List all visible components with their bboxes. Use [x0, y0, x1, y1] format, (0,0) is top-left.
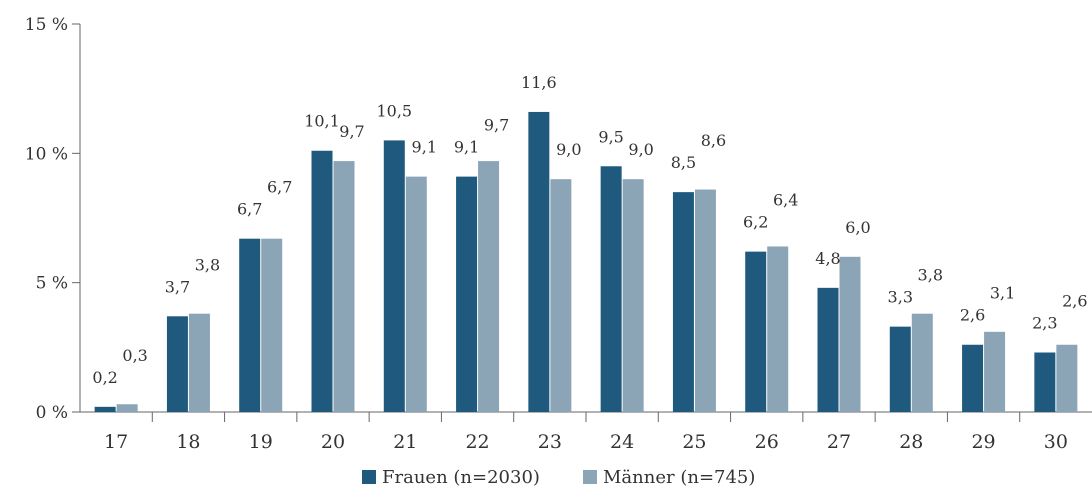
legend-item-maenner: Männer (n=745): [583, 467, 755, 488]
legend-label: Frauen (n=2030): [382, 467, 540, 488]
data-label-frauen: 3,7: [165, 277, 190, 296]
data-label-frauen: 8,5: [671, 153, 696, 172]
bar-maenner: [839, 256, 861, 412]
y-tick-label: 5 %: [36, 274, 68, 294]
x-tick-label: 27: [827, 431, 851, 453]
bar-maenner: [1056, 344, 1078, 412]
x-tick-label: 30: [1044, 431, 1068, 453]
bar-maenner: [333, 161, 355, 412]
bar-maenner: [188, 313, 210, 412]
y-tick-label: 0 %: [36, 403, 68, 423]
data-label-maenner: 2,6: [1062, 292, 1087, 311]
bars: [94, 111, 1078, 413]
bar-frauen: [528, 111, 550, 413]
x-tick-label: 28: [899, 431, 923, 453]
x-tick-label: 21: [393, 431, 417, 453]
legend: Frauen (n=2030) Männer (n=745): [362, 467, 755, 488]
data-label-maenner: 3,8: [918, 266, 943, 285]
bar-maenner: [911, 313, 933, 412]
x-axis: 17 18 19 20 21 22 23 24 25 26 27 28 29 30: [80, 411, 1092, 453]
legend-label: Männer (n=745): [603, 467, 755, 488]
bar-maenner: [622, 179, 644, 412]
bar-maenner: [767, 246, 789, 412]
data-label-frauen: 2,6: [960, 306, 985, 325]
bar-frauen: [889, 326, 911, 412]
data-label-frauen: 9,5: [598, 127, 623, 146]
data-label-maenner: 9,0: [628, 140, 653, 159]
data-label-maenner: 9,1: [412, 138, 437, 157]
legend-swatch: [583, 470, 597, 484]
bar-frauen: [456, 176, 478, 412]
y-axis: 0 % 5 % 10 % 15 %: [25, 15, 81, 423]
data-label-frauen: 4,8: [815, 249, 840, 268]
data-label-frauen: 10,5: [376, 101, 412, 120]
data-labels: 0,20,33,73,86,76,710,19,710,59,1 9,19,711…: [92, 73, 1087, 387]
data-label-maenner: 9,0: [556, 140, 581, 159]
bar-frauen: [166, 316, 188, 412]
x-tick-label: 29: [971, 431, 995, 453]
data-label-frauen: 2,3: [1032, 314, 1057, 333]
bar-maenner: [478, 161, 500, 412]
bar-frauen: [600, 166, 622, 412]
bar-frauen: [672, 192, 694, 412]
x-tick-label: 18: [176, 431, 200, 453]
data-label-maenner: 6,0: [845, 218, 870, 237]
data-label-maenner: 8,6: [701, 131, 726, 150]
bar-frauen: [239, 238, 261, 412]
bar-maenner: [116, 404, 138, 412]
bar-maenner: [405, 176, 427, 412]
data-label-frauen: 10,1: [304, 112, 340, 131]
data-label-maenner: 6,7: [267, 178, 292, 197]
legend-swatch: [362, 470, 376, 484]
x-tick-label: 26: [755, 431, 779, 453]
data-label-frauen: 6,2: [743, 213, 768, 232]
data-label-frauen: 6,7: [237, 200, 262, 219]
data-label-maenner: 9,7: [484, 116, 509, 135]
bar-maenner: [261, 238, 283, 412]
data-label-frauen: 9,1: [454, 138, 479, 157]
x-tick-label: 25: [682, 431, 706, 453]
bar-frauen: [94, 406, 116, 412]
bar-frauen: [1034, 352, 1056, 412]
x-tick-label: 22: [465, 431, 489, 453]
bar-frauen: [745, 251, 767, 412]
bar-maenner: [694, 189, 716, 412]
data-label-maenner: 3,8: [195, 255, 220, 274]
x-tick-label: 23: [538, 431, 562, 453]
bar-maenner: [984, 331, 1006, 412]
data-label-maenner: 6,4: [773, 191, 798, 210]
bar-frauen: [817, 287, 839, 412]
bar-maenner: [550, 179, 572, 412]
x-tick-label: 24: [610, 431, 634, 453]
bar-frauen: [311, 150, 333, 412]
bar-frauen: [962, 344, 984, 412]
bar-frauen: [383, 140, 405, 412]
y-tick-label: 10 %: [25, 144, 68, 164]
data-label-frauen: 0,2: [92, 368, 117, 387]
data-label-maenner: 3,1: [990, 284, 1015, 303]
data-label-maenner: 0,3: [122, 346, 147, 365]
y-tick-label: 15 %: [25, 15, 68, 35]
x-tick-label: 19: [249, 431, 273, 453]
data-label-frauen: 3,3: [888, 288, 913, 307]
x-tick-label: 20: [321, 431, 345, 453]
data-label-maenner: 9,7: [339, 122, 364, 141]
legend-item-frauen: Frauen (n=2030): [362, 467, 540, 488]
data-label-frauen: 11,6: [521, 73, 557, 92]
x-tick-label: 17: [104, 431, 128, 453]
